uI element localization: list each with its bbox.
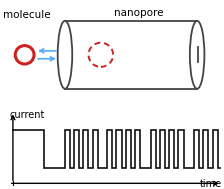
Text: molecule: molecule: [3, 10, 51, 20]
Text: time: time: [200, 179, 222, 189]
Ellipse shape: [58, 21, 72, 89]
Text: current: current: [10, 110, 45, 120]
Ellipse shape: [190, 21, 205, 89]
Text: nanopore: nanopore: [114, 8, 164, 18]
Bar: [65, 21, 197, 89]
